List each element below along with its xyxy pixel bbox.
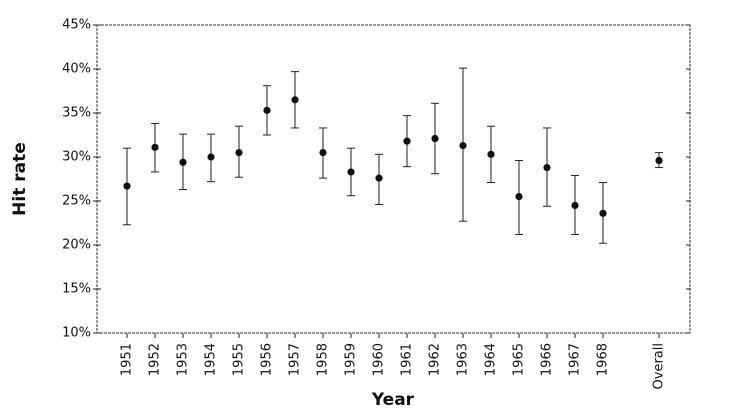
x-tick-label: 1951 (120, 343, 135, 376)
x-tick-label: 1967 (568, 343, 583, 376)
x-tick-label: 1961 (400, 343, 415, 376)
x-tick-label: 1964 (484, 343, 499, 376)
x-tick-label: 1968 (596, 343, 611, 376)
point (347, 168, 355, 176)
point (655, 156, 663, 165)
x-tick-label: Overall (652, 343, 667, 389)
x-tick-label: 1958 (316, 343, 331, 376)
point (515, 193, 523, 201)
point (571, 201, 579, 209)
point (431, 134, 439, 143)
x-tick-label: 1959 (344, 343, 359, 376)
x-tick-label: 1953 (176, 343, 191, 376)
point (151, 143, 159, 151)
x-axis-title: Year (371, 390, 415, 410)
x-tick-label: 1955 (232, 343, 247, 376)
x-tick-label: 1965 (512, 343, 527, 376)
x-tick-label: 1966 (540, 343, 555, 376)
point (179, 158, 187, 166)
x-tick-label: 1952 (148, 343, 163, 376)
point (543, 163, 551, 172)
y-tick-label: 15% (62, 282, 91, 297)
point (459, 141, 467, 150)
point (207, 153, 215, 161)
point (123, 182, 131, 190)
point (291, 96, 299, 104)
point (599, 209, 607, 217)
y-tick-label: 10% (62, 326, 91, 341)
y-axis-title: Hit rate (10, 142, 30, 216)
point (319, 149, 327, 157)
x-tick-label: 1954 (204, 343, 219, 376)
point (403, 137, 411, 145)
y-tick-label: 40% (62, 62, 91, 77)
y-tick-label: 35% (62, 106, 91, 121)
x-tick-label: 1956 (260, 343, 275, 376)
x-tick-label: 1957 (288, 343, 303, 376)
x-tick-label: 1960 (372, 343, 387, 376)
point (375, 174, 383, 182)
y-tick-label: 45% (62, 18, 91, 33)
y-tick-label: 30% (62, 150, 91, 165)
y-tick-label: 25% (62, 194, 91, 209)
x-tick-label: 1962 (428, 343, 443, 376)
y-tick-label: 20% (62, 238, 91, 253)
x-tick-label: 1963 (456, 343, 471, 376)
point (235, 149, 243, 157)
point (487, 150, 495, 158)
plot-frame (96, 24, 691, 334)
point (263, 106, 271, 114)
